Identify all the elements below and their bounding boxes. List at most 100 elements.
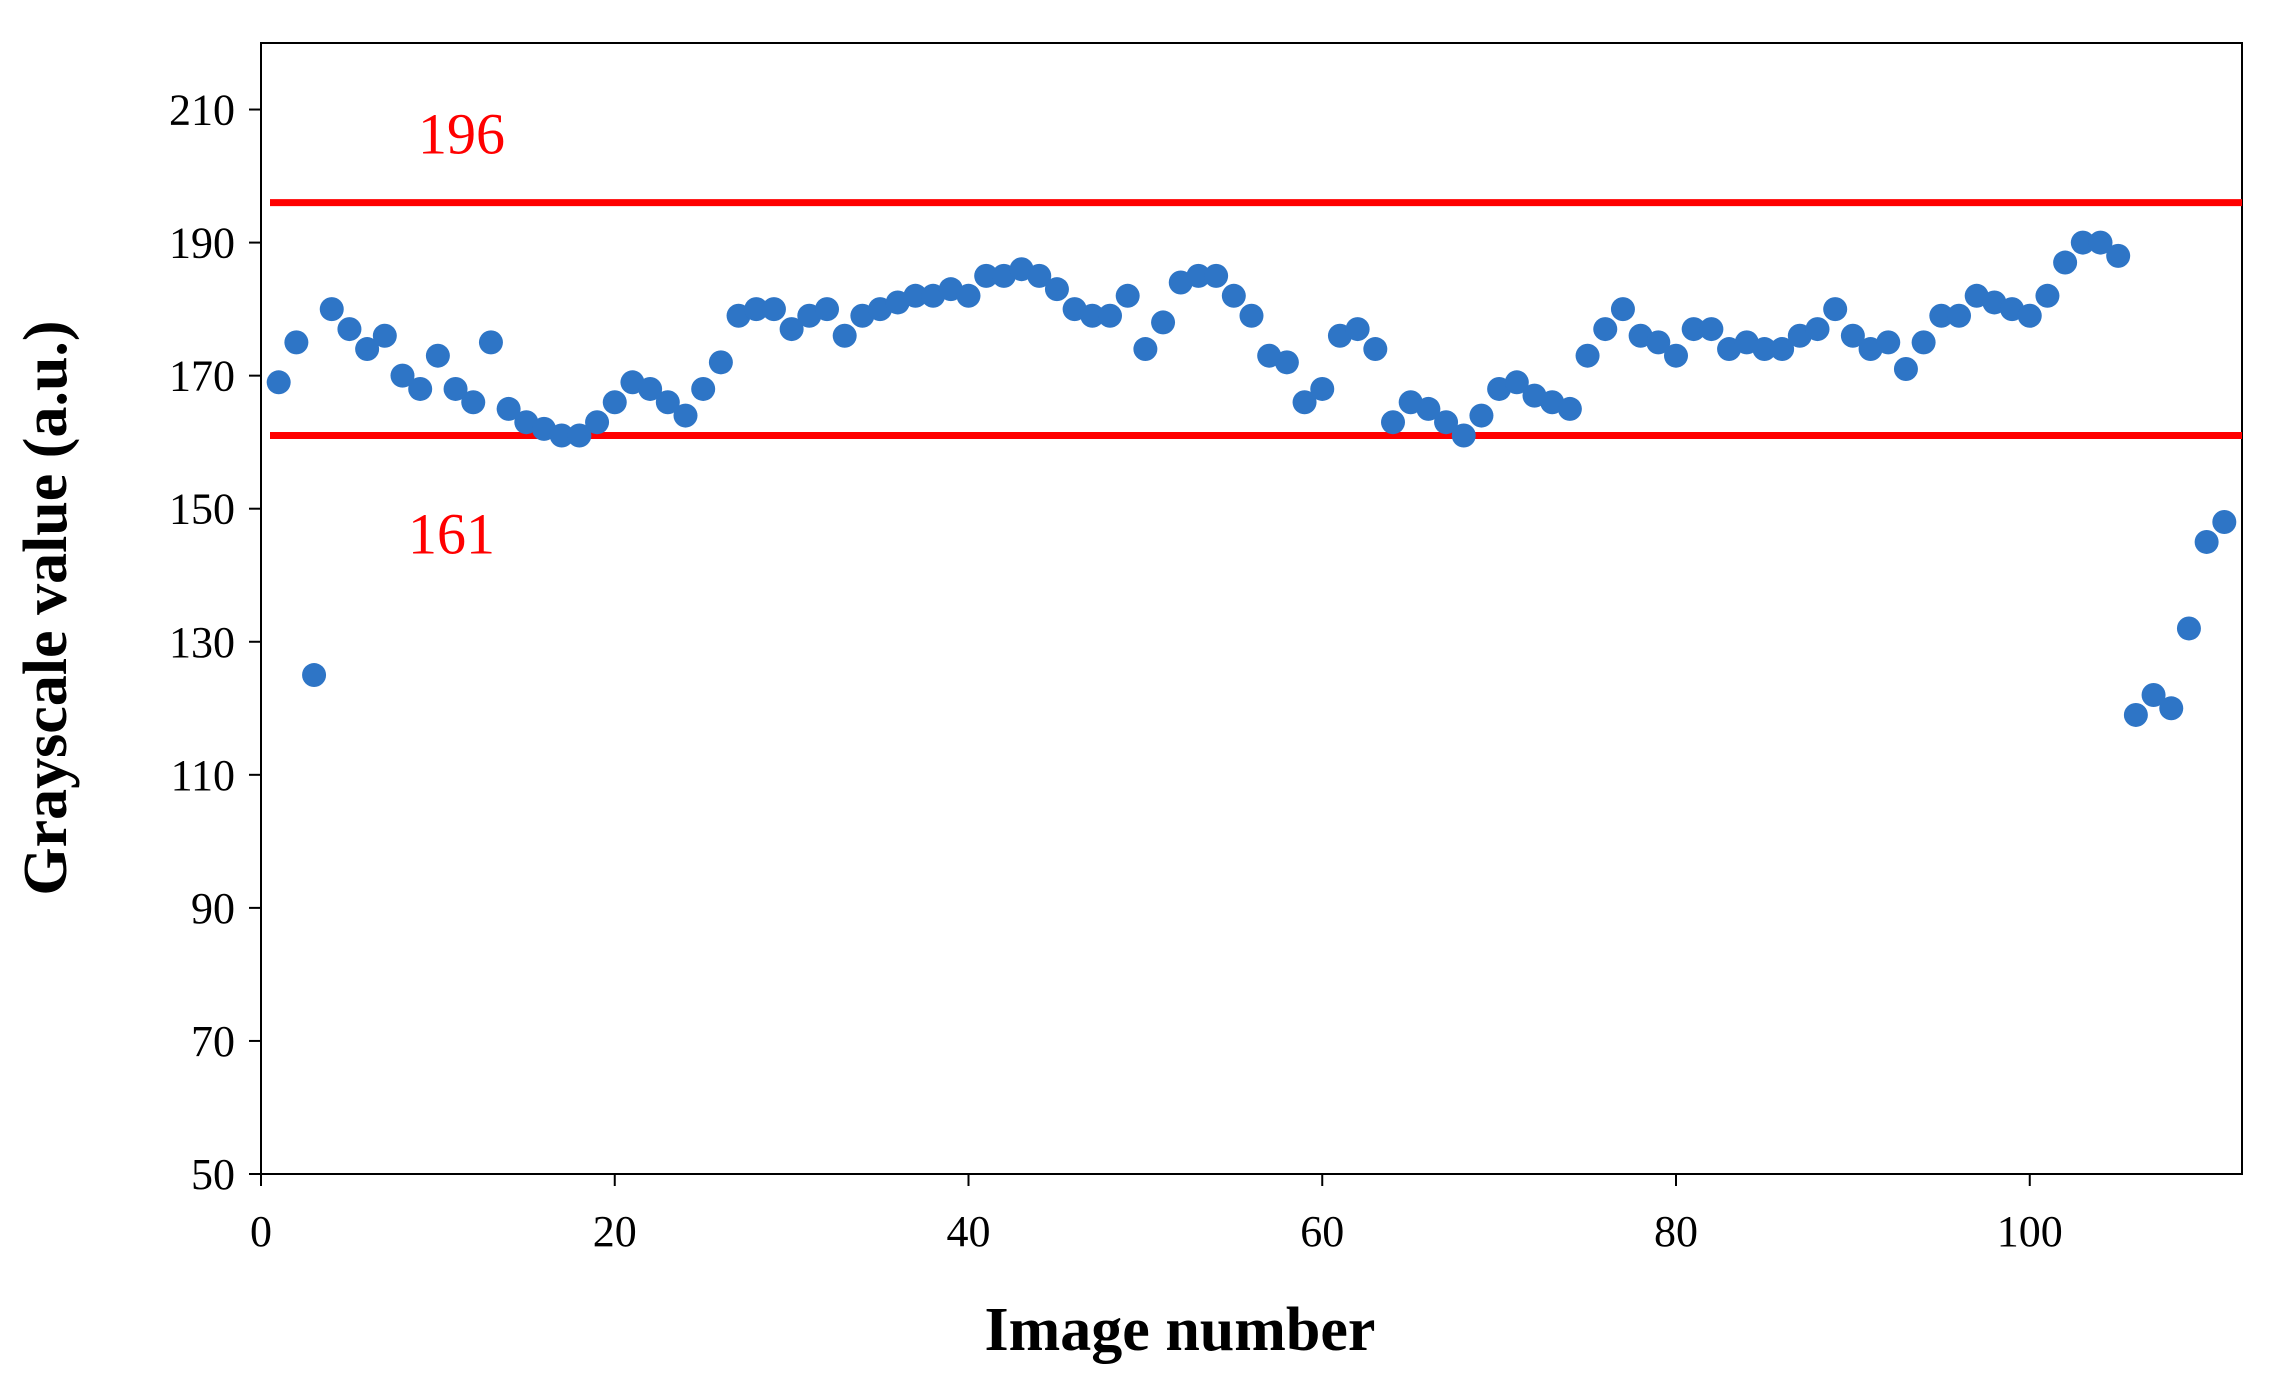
data-point	[1876, 330, 1901, 355]
y-tick-label: 150	[169, 485, 235, 534]
data-point	[319, 297, 344, 322]
data-point	[1469, 403, 1494, 428]
y-tick-label: 210	[169, 86, 235, 135]
data-point	[1893, 356, 1918, 381]
data-point	[956, 283, 981, 308]
data-point	[1027, 263, 1052, 288]
data-point	[2106, 243, 2131, 268]
data-point	[673, 403, 698, 428]
y-tick-label: 170	[169, 352, 235, 401]
data-point	[408, 376, 433, 401]
x-tick-label: 20	[593, 1207, 637, 1256]
data-point	[549, 423, 574, 448]
data-point	[1434, 410, 1459, 435]
data-point	[1133, 337, 1158, 362]
data-point	[496, 396, 521, 421]
data-point	[1363, 337, 1388, 362]
data-point	[1381, 410, 1405, 435]
y-tick-label: 90	[191, 884, 235, 933]
data-point	[1345, 317, 1370, 342]
data-point	[1947, 303, 1971, 328]
data-points	[266, 230, 2237, 727]
data-point	[1310, 376, 1335, 401]
y-tick-label: 50	[191, 1150, 235, 1199]
data-point	[302, 663, 327, 688]
y-axis-title: Grayscale value (a.u.)	[12, 320, 80, 895]
x-tick-label: 40	[947, 1207, 991, 1256]
data-point	[355, 337, 380, 362]
data-point	[2194, 529, 2219, 554]
data-point	[1752, 337, 1777, 362]
data-point	[832, 323, 857, 348]
data-point	[2141, 682, 2166, 707]
threshold-label-196: 196	[418, 102, 505, 167]
data-point	[1204, 263, 1229, 288]
data-point	[2123, 702, 2148, 727]
data-point	[1239, 303, 1264, 328]
data-point	[425, 343, 450, 368]
data-point	[1911, 330, 1936, 355]
data-point	[2070, 230, 2095, 255]
y-tick-label: 130	[169, 618, 235, 667]
data-point	[602, 390, 627, 415]
data-point	[390, 363, 415, 388]
data-point	[1805, 317, 1830, 342]
data-point	[974, 263, 999, 288]
y-tick-label: 70	[191, 1017, 235, 1066]
data-point	[2035, 283, 2060, 308]
data-point	[2176, 616, 2201, 641]
data-point	[638, 376, 663, 401]
data-point	[1840, 323, 1865, 348]
data-point	[2088, 230, 2113, 255]
data-point	[1292, 390, 1317, 415]
data-point	[1646, 330, 1671, 355]
data-point	[1416, 396, 1441, 421]
x-tick-label: 0	[250, 1207, 272, 1256]
reference-lines: 196 161	[270, 102, 2242, 567]
x-axis-title: Image number	[985, 1296, 1376, 1364]
data-point	[655, 390, 680, 415]
data-point	[1610, 297, 1635, 322]
data-point	[372, 323, 397, 348]
data-point	[585, 410, 610, 435]
data-point	[1080, 303, 1105, 328]
data-point	[761, 297, 786, 322]
data-point	[2053, 250, 2078, 275]
data-point	[1929, 303, 1954, 328]
data-point	[1186, 263, 1211, 288]
data-point	[903, 283, 928, 308]
data-point	[744, 297, 769, 322]
data-point	[1098, 303, 1122, 328]
data-point	[1593, 317, 1618, 342]
data-point	[284, 330, 309, 355]
x-axis: 0 20 40 60 80 100	[250, 1174, 2063, 1256]
data-point	[1823, 297, 1848, 322]
data-point	[1451, 423, 1476, 448]
data-point	[1151, 310, 1176, 335]
data-point	[1681, 317, 1706, 342]
data-point	[443, 376, 468, 401]
data-point	[478, 330, 503, 355]
data-point	[1504, 370, 1529, 395]
data-point	[1274, 350, 1299, 375]
data-point	[779, 317, 804, 342]
data-point	[1221, 283, 1246, 308]
y-axis: 50 70 90 110 130 150 170 190 210	[169, 86, 261, 1199]
data-point	[691, 376, 716, 401]
data-point	[1699, 317, 1724, 342]
data-point	[1115, 283, 1140, 308]
data-point	[2212, 510, 2237, 535]
plot-area-frame	[260, 42, 2243, 1175]
data-point	[1575, 343, 1600, 368]
data-point	[461, 390, 486, 415]
data-point	[2159, 696, 2184, 721]
y-tick-label: 110	[171, 751, 235, 800]
data-point	[1044, 277, 1069, 302]
data-point	[567, 423, 592, 448]
x-tick-label: 100	[1997, 1207, 2063, 1256]
data-point	[1664, 343, 1688, 368]
x-tick-label: 80	[1654, 1207, 1698, 1256]
data-point	[708, 350, 733, 375]
data-point	[266, 370, 291, 395]
data-point	[337, 317, 362, 342]
